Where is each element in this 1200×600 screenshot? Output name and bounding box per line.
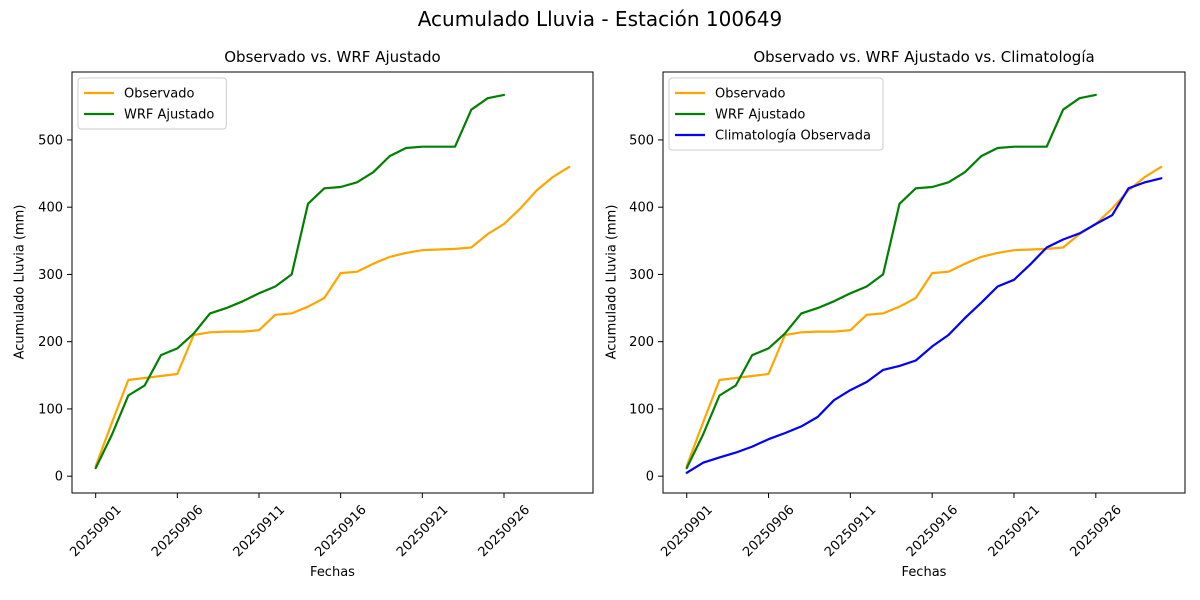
y-tick-label: 0 <box>55 470 63 485</box>
legend-label: WRF Ajustado <box>124 108 214 123</box>
series-line-observado <box>685 165 1163 468</box>
left-chart-title: Observado vs. WRF Ajustado <box>224 48 441 66</box>
y-tick-label: 500 <box>629 133 654 148</box>
y-tick-label: 100 <box>38 402 63 417</box>
y-tick-label: 200 <box>38 335 63 350</box>
y-tick-label: 100 <box>629 402 654 417</box>
x-tick-label: 20250911 <box>822 503 879 560</box>
x-tick-label: 20250916 <box>312 503 369 560</box>
x-axis-ticks: 20250901 20250906 20250911 20250916 20250921… <box>67 493 533 560</box>
right-x-axis-label: Fechas <box>901 565 947 580</box>
y-tick-label: 400 <box>629 201 654 216</box>
legend-box <box>77 77 227 130</box>
axes-frame <box>662 71 1186 494</box>
y-tick-label: 0 <box>646 470 654 485</box>
legend-label: Observado <box>715 87 786 102</box>
x-tick-label: 20250926 <box>1067 503 1124 560</box>
x-tick-label: 20250911 <box>231 503 288 560</box>
y-axis-ticks: 0 100 200 300 400 500 <box>38 133 72 485</box>
x-tick-label: 20250926 <box>476 503 533 560</box>
series-line-climatolog-a-observada <box>685 177 1163 474</box>
right-chart: 0 100 200 300 400 500 20250901 20250906 20250911… <box>629 71 1186 560</box>
x-tick-label: 20250921 <box>394 503 451 560</box>
legend-label: Observado <box>124 87 195 102</box>
right-chart-title: Observado vs. WRF Ajustado vs. Climatolo… <box>753 48 1095 66</box>
figure-title: Acumulado Lluvia - Estación 100649 <box>417 7 783 31</box>
legend-label: Climatología Observada <box>715 129 871 144</box>
x-tick-label: 20250906 <box>740 503 797 560</box>
x-tick-label: 20250901 <box>67 503 124 560</box>
y-axis-ticks: 0 100 200 300 400 500 <box>629 133 663 485</box>
legend: Observado WRF Ajustado <box>77 77 227 130</box>
series-line-wrf-ajustado <box>94 93 506 470</box>
legend-box <box>668 77 884 151</box>
y-tick-label: 300 <box>38 268 63 283</box>
series-line-observado <box>94 165 571 468</box>
y-tick-label: 500 <box>38 133 63 148</box>
x-tick-label: 20250921 <box>986 503 1043 560</box>
x-tick-label: 20250901 <box>658 503 715 560</box>
y-tick-label: 400 <box>38 201 63 216</box>
axes-frame <box>71 71 594 494</box>
y-tick-label: 200 <box>629 335 654 350</box>
legend: Observado WRF Ajustado Climatología Observ… <box>668 77 884 151</box>
left-x-axis-label: Fechas <box>310 565 355 580</box>
series-line-wrf-ajustado <box>685 93 1097 470</box>
legend-label: WRF Ajustado <box>715 108 805 123</box>
left-chart: 0 100 200 300 400 500 20250901 20250906 20250911… <box>38 71 594 560</box>
y-tick-label: 300 <box>629 268 654 283</box>
x-tick-label: 20250916 <box>904 503 961 560</box>
x-tick-label: 20250906 <box>149 503 206 560</box>
x-axis-ticks: 20250901 20250906 20250911 20250916 20250921… <box>658 493 1125 560</box>
